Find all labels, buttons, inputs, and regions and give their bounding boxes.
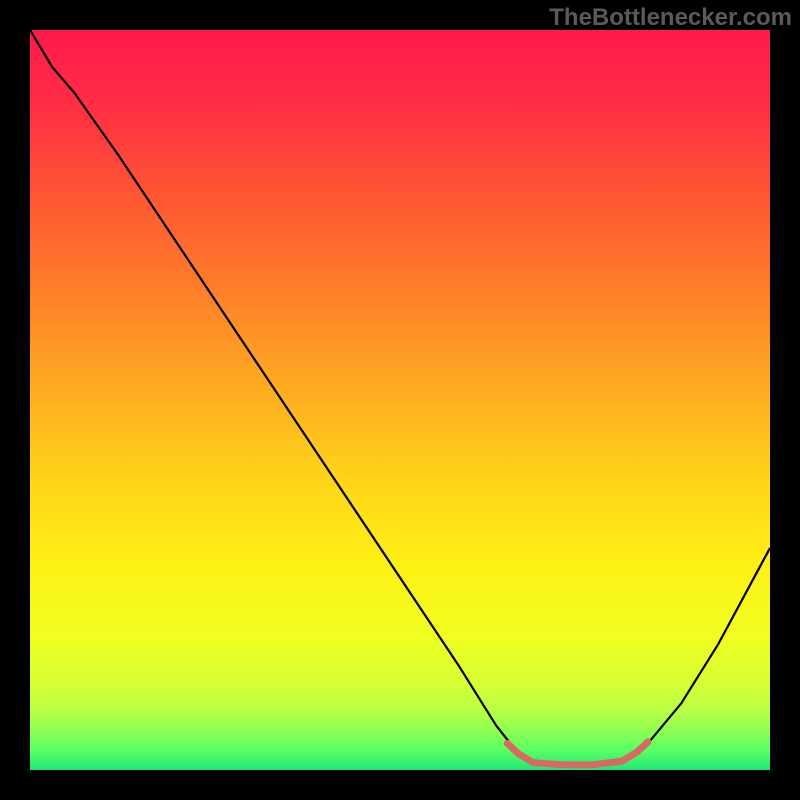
plot-area	[30, 30, 770, 770]
chart-svg	[30, 30, 770, 770]
chart-container: TheBottlenecker.com	[0, 0, 800, 800]
watermark-text: TheBottlenecker.com	[549, 4, 792, 32]
gradient-background	[30, 30, 770, 770]
